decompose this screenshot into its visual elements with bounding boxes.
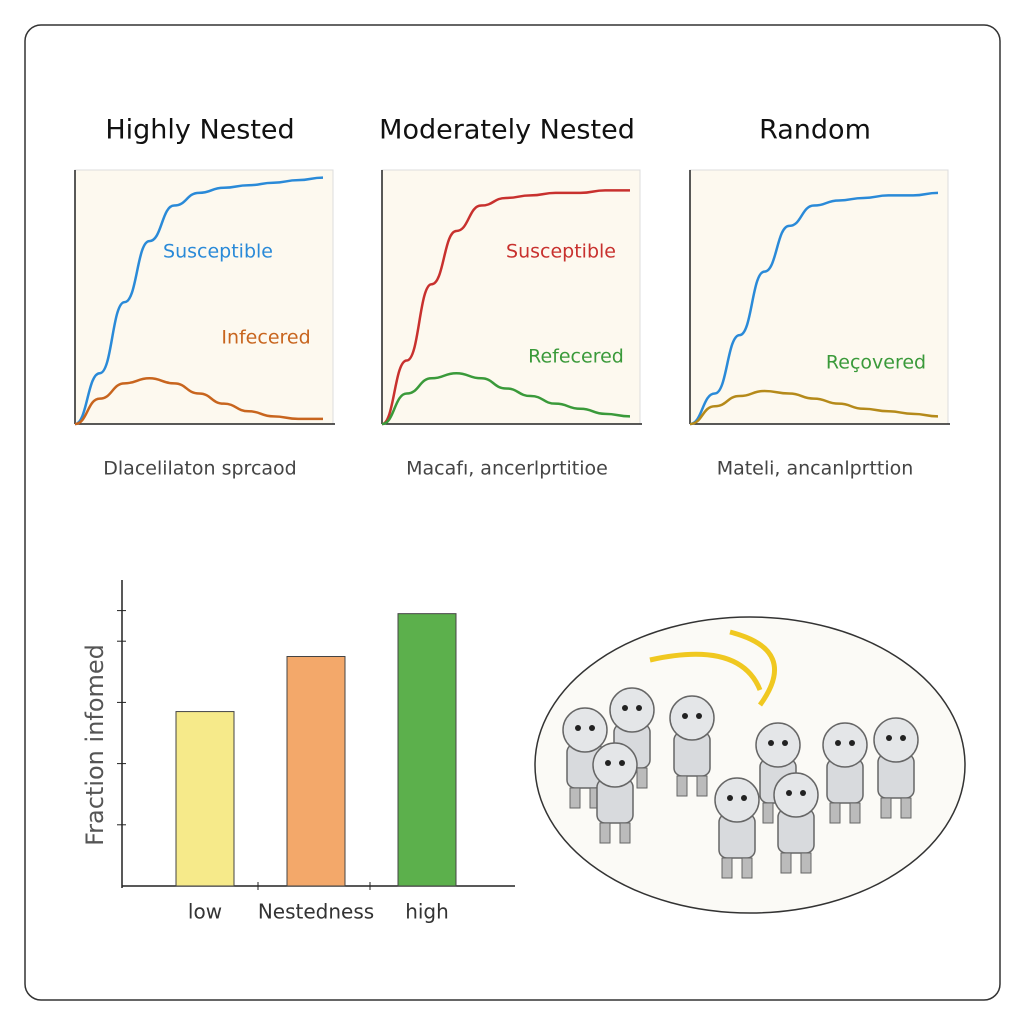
y-axis-label: Fraction infomed: [81, 644, 109, 846]
chart-title: Highly Nested: [105, 115, 294, 146]
caption: Dlacelilaton sprcaod: [103, 458, 296, 480]
caption: Macafı, ancerlprtitioe: [406, 458, 608, 480]
chart-title: Random: [759, 115, 871, 146]
chart-title: Moderately Nested: [379, 115, 635, 146]
series-label: Infecered: [221, 327, 310, 349]
series-label: Refecered: [528, 346, 624, 368]
series-label: Susceptible: [506, 241, 616, 263]
signal: [649, 651, 763, 691]
plot-area: [689, 169, 949, 425]
signal: [729, 629, 778, 707]
bar: [286, 656, 346, 887]
bar: [175, 711, 235, 887]
line: [381, 371, 631, 426]
line: [381, 189, 630, 426]
line: [689, 389, 939, 426]
line: [74, 176, 324, 426]
series-label: Reçovered: [826, 352, 926, 374]
plot-area: [74, 169, 334, 425]
x-tick-label: low: [188, 900, 222, 924]
line: [689, 191, 939, 426]
illustration: [534, 616, 966, 914]
caption: Mateli, ancanlprttion: [717, 458, 914, 480]
series-label: Susceptible: [163, 241, 273, 263]
bar: [397, 613, 457, 887]
line: [74, 377, 323, 426]
x-tick-label: high: [405, 900, 449, 924]
x-tick-label: Nestedness: [258, 900, 374, 924]
